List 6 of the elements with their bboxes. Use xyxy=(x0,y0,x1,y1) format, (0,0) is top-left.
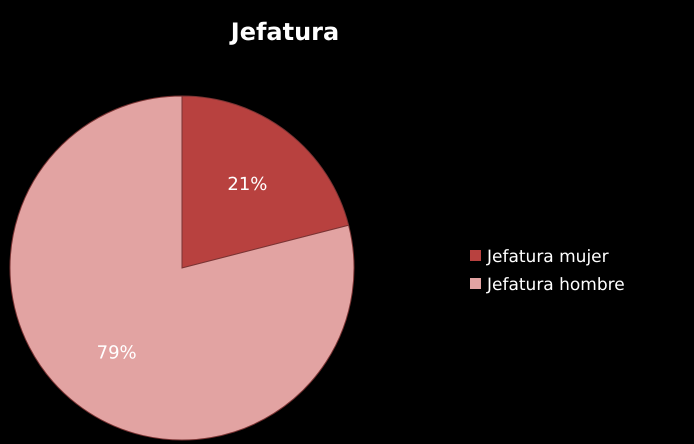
chart-title: Jefatura xyxy=(228,18,340,46)
pie-slice xyxy=(10,96,354,440)
data-label: 21% xyxy=(227,174,268,196)
legend-label: Jefatura mujer xyxy=(486,246,609,267)
data-label: 79% xyxy=(96,342,137,364)
legend-label: Jefatura hombre xyxy=(486,274,625,295)
